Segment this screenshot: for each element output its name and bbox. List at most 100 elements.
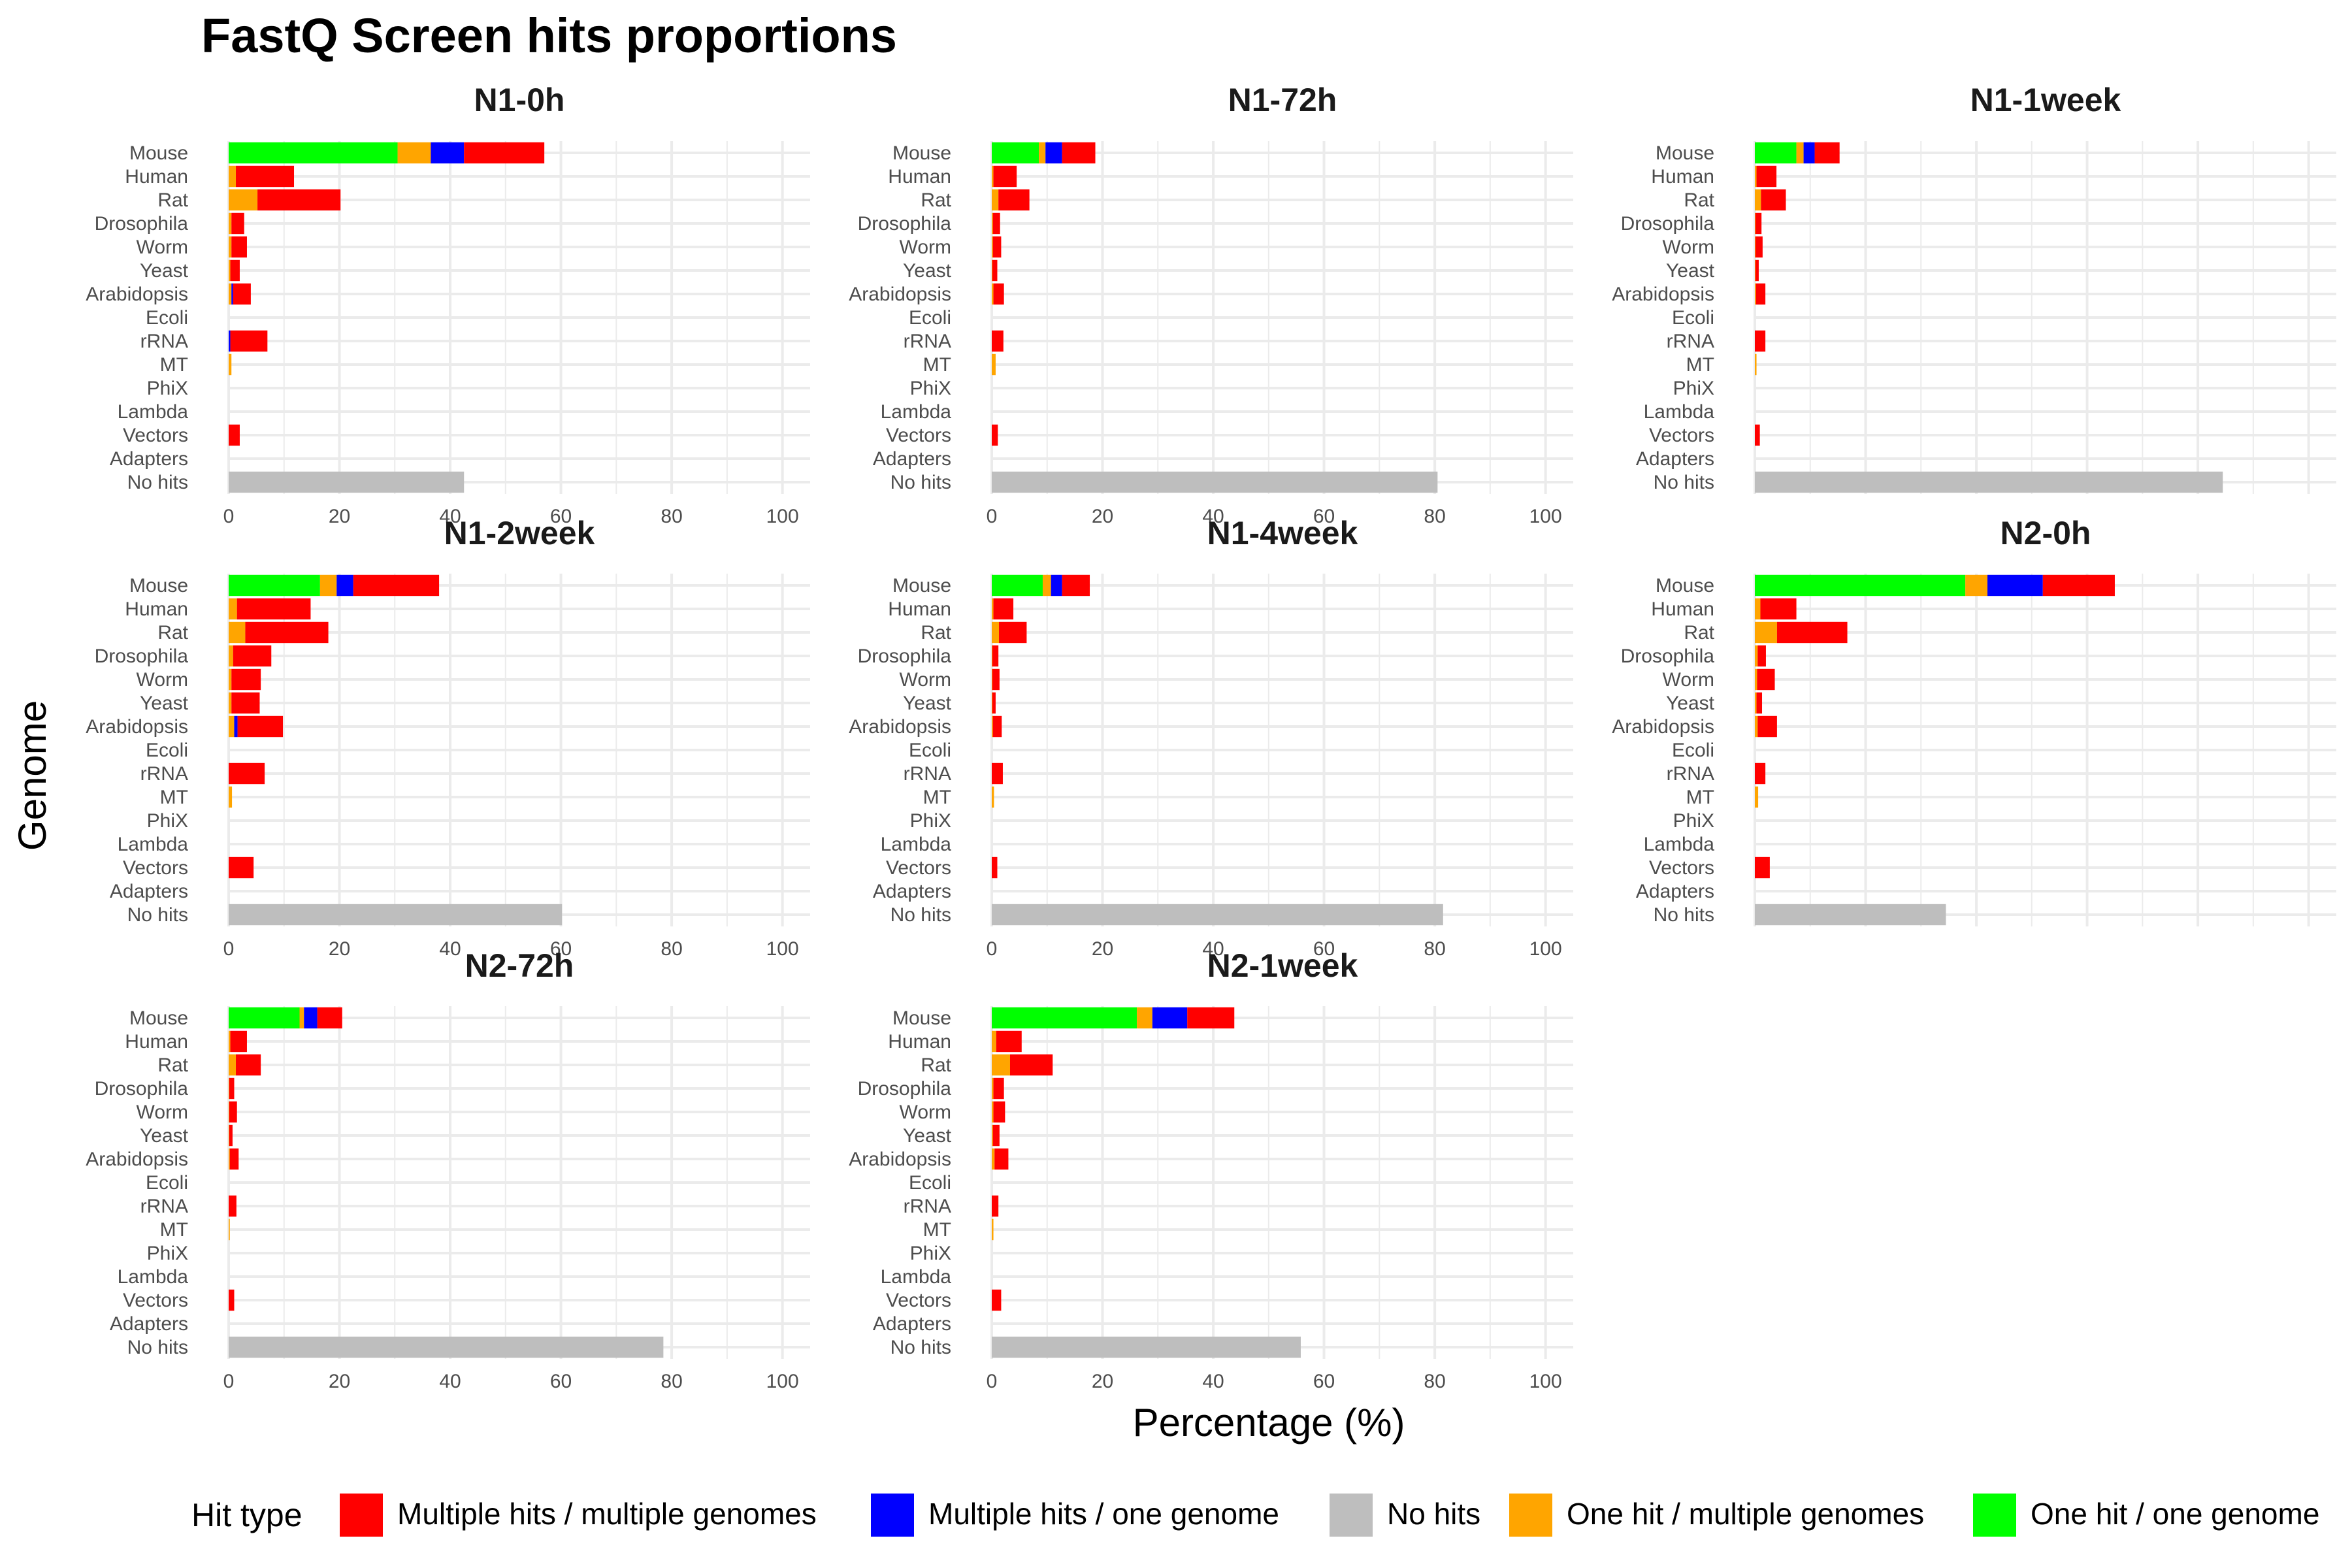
bar-mouse-multiple-hits-one-genome — [1803, 142, 1815, 164]
y-tick-label-arabidopsis: Arabidopsis — [1612, 284, 1714, 305]
y-tick-label-no-hits: No hits — [890, 472, 951, 493]
bar-human-one-hit-multiple-genomes — [1755, 165, 1757, 188]
bar-no-hits-no-hits — [1755, 904, 1946, 926]
bar-no-hits-no-hits — [229, 1336, 664, 1358]
y-tick-label-adapters: Adapters — [873, 881, 951, 902]
y-tick-label-phix: PhiX — [147, 810, 188, 832]
bar-worm-multiple-hits-multiple-genomes — [1755, 236, 1763, 258]
y-tick-label-vectors: Vectors — [123, 1290, 188, 1311]
y-axis-title: Genome — [10, 700, 54, 851]
legend-title: Hit type — [191, 1497, 302, 1533]
x-tick-label: 20 — [329, 938, 350, 960]
facet-title-n1-1week: N1-1week — [1970, 82, 2121, 118]
x-tick-label: 40 — [1202, 506, 1224, 527]
facet-panel-n1-0h: N1-0h MouseHumanRatDrosophilaWormYeastAra… — [86, 82, 810, 527]
bar-mouse-one-hit-multiple-genomes — [1042, 574, 1051, 596]
x-tick-label: 20 — [1092, 938, 1113, 960]
bar-drosophila-multiple-hits-multiple-genomes — [231, 212, 244, 235]
bar-human-one-hit-multiple-genomes — [229, 165, 237, 188]
bar-vectors-multiple-hits-multiple-genomes — [992, 424, 998, 446]
y-tick-label-ecoli: Ecoli — [909, 740, 951, 761]
x-tick-label: 80 — [661, 1371, 682, 1392]
y-tick-label-adapters: Adapters — [1636, 881, 1714, 902]
y-tick-label-adapters: Adapters — [873, 1313, 951, 1335]
y-tick-label-mouse: Mouse — [892, 1007, 951, 1029]
y-tick-label-mt: MT — [923, 1219, 951, 1241]
y-tick-label-drosophila: Drosophila — [1621, 213, 1715, 235]
y-tick-label-arabidopsis: Arabidopsis — [86, 1149, 188, 1170]
y-tick-label-human: Human — [125, 1031, 188, 1053]
bar-rat-one-hit-multiple-genomes — [992, 1054, 1010, 1076]
y-tick-label-arabidopsis: Arabidopsis — [86, 716, 188, 738]
y-tick-label-rat: Rat — [921, 189, 951, 211]
x-tick-label: 60 — [1313, 938, 1335, 960]
y-tick-label-worm: Worm — [900, 1102, 951, 1123]
bar-no-hits-no-hits — [992, 1336, 1301, 1358]
bar-mouse-multiple-hits-multiple-genomes — [317, 1007, 342, 1029]
bar-no-hits-no-hits — [229, 471, 465, 493]
y-tick-label-ecoli: Ecoli — [1672, 740, 1714, 761]
y-tick-label-rrna: rRNA — [904, 331, 951, 352]
bar-mouse-one-hit-one-genome — [992, 1007, 1137, 1029]
y-tick-label-phix: PhiX — [147, 1243, 188, 1264]
y-tick-label-mouse: Mouse — [1656, 575, 1714, 596]
bar-mouse-one-hit-multiple-genomes — [1039, 142, 1046, 164]
bar-drosophila-multiple-hits-multiple-genomes — [233, 645, 272, 667]
facet-title-n1-2week: N1-2week — [444, 515, 595, 551]
y-tick-label-human: Human — [888, 166, 951, 188]
y-tick-label-mouse: Mouse — [129, 575, 188, 596]
y-tick-label-no-hits: No hits — [127, 472, 188, 493]
bar-mouse-multiple-hits-multiple-genomes — [353, 574, 440, 596]
bar-drosophila-multiple-hits-multiple-genomes — [992, 645, 999, 667]
bar-mouse-one-hit-multiple-genomes — [1796, 142, 1804, 164]
y-tick-label-adapters: Adapters — [1636, 448, 1714, 470]
bar-drosophila-multiple-hits-multiple-genomes — [992, 212, 1000, 235]
y-tick-label-lambda: Lambda — [1644, 834, 1715, 855]
y-tick-label-lambda: Lambda — [881, 401, 952, 423]
y-tick-label-human: Human — [1651, 598, 1714, 620]
y-tick-label-ecoli: Ecoli — [146, 740, 188, 761]
bar-drosophila-one-hit-multiple-genomes — [992, 212, 993, 235]
bar-worm-multiple-hits-multiple-genomes — [1757, 668, 1775, 691]
y-tick-label-vectors: Vectors — [886, 425, 951, 446]
y-tick-label-mt: MT — [923, 354, 951, 376]
bar-mt-one-hit-multiple-genomes — [1755, 786, 1759, 808]
bar-rrna-multiple-hits-multiple-genomes — [992, 1195, 999, 1217]
y-tick-label-mouse: Mouse — [892, 575, 951, 596]
legend-label-one-hit-multiple-genomes: One hit / multiple genomes — [1567, 1497, 1924, 1531]
bar-mouse-one-hit-one-genome — [229, 1007, 300, 1029]
y-tick-label-no-hits: No hits — [1654, 472, 1714, 493]
y-tick-label-ecoli: Ecoli — [909, 1172, 951, 1194]
x-tick-label: 20 — [329, 506, 350, 527]
bar-mouse-multiple-hits-one-genome — [336, 574, 353, 596]
bar-vectors-multiple-hits-multiple-genomes — [992, 857, 998, 879]
x-tick-label: 60 — [550, 1371, 572, 1392]
x-tick-label: 0 — [223, 938, 235, 960]
legend: Hit type Multiple hits / multiple genome… — [191, 1494, 2319, 1537]
y-tick-label-no-hits: No hits — [127, 1337, 188, 1358]
bar-no-hits-no-hits — [992, 471, 1438, 493]
bar-rrna-multiple-hits-multiple-genomes — [1755, 762, 1766, 785]
x-tick-label: 60 — [550, 938, 572, 960]
bar-rat-one-hit-multiple-genomes — [992, 189, 999, 211]
bar-mouse-multiple-hits-one-genome — [1045, 142, 1062, 164]
bar-arabidopsis-multiple-hits-multiple-genomes — [229, 1148, 239, 1170]
y-tick-label-arabidopsis: Arabidopsis — [849, 1149, 951, 1170]
x-tick-label: 100 — [1529, 1371, 1562, 1392]
bar-yeast-one-hit-multiple-genomes — [229, 692, 232, 714]
facet-panel-n1-2week: N1-2week MouseHumanRatDrosophilaWormYeast… — [86, 515, 810, 960]
bar-rrna-multiple-hits-multiple-genomes — [230, 330, 268, 352]
bar-human-multiple-hits-multiple-genomes — [230, 1030, 247, 1053]
bar-rat-one-hit-multiple-genomes — [1755, 621, 1777, 644]
y-tick-label-human: Human — [125, 598, 188, 620]
bar-rat-one-hit-multiple-genomes — [992, 621, 1000, 644]
x-tick-label: 100 — [766, 1371, 799, 1392]
bar-mouse-one-hit-one-genome — [1755, 574, 1966, 596]
bar-human-one-hit-multiple-genomes — [229, 598, 237, 620]
y-tick-label-rrna: rRNA — [904, 1196, 951, 1217]
y-tick-label-worm: Worm — [1663, 237, 1714, 258]
y-tick-label-mt: MT — [160, 1219, 188, 1241]
y-tick-label-vectors: Vectors — [886, 1290, 951, 1311]
bar-mt-one-hit-multiple-genomes — [229, 353, 232, 376]
